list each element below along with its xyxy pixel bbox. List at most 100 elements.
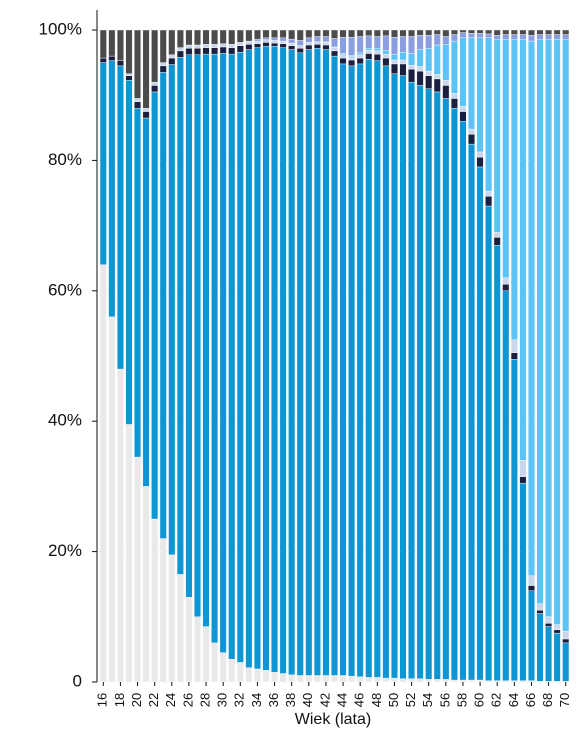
bar-segment [185,54,193,598]
bar-segment [433,29,441,35]
bar-segment [245,667,253,683]
bar-segment [442,36,450,45]
bar-segment [99,264,107,683]
bar-segment [322,44,330,50]
bar-segment [459,106,467,112]
x-tick-label: 34 [249,693,264,707]
bar-segment [339,675,347,683]
bar-segment [142,111,150,119]
bar-segment [134,108,141,458]
bar-segment [553,624,561,631]
bar-segment [288,45,296,50]
bar-segment [365,677,373,683]
bar-segment [536,603,544,611]
bar-segment [468,143,475,681]
bar-segment [356,63,364,677]
bar-segment [510,359,518,681]
bar-segment [553,632,561,682]
bar-segment [194,54,201,617]
bar-segment [116,60,124,67]
bar-segment [348,29,356,38]
bar-segment [253,43,261,48]
bar-segment [562,638,570,644]
bar-segment [416,49,424,67]
bar-segment [331,38,338,48]
bar-segment [442,80,450,86]
bar-segment [262,29,270,39]
bar-segment [468,128,475,135]
bar-segment [528,29,535,36]
bar-segment [390,63,398,74]
bar-segment [313,36,321,42]
bar-segment [142,486,150,683]
bar-segment [262,670,270,683]
bar-segment [493,244,501,681]
bar-segment [108,29,116,57]
bar-segment [211,44,219,48]
bar-segment [168,57,176,65]
y-tick-label: 20% [48,541,82,560]
bar-segment [151,29,159,83]
x-tick-label: 66 [523,693,538,707]
bar-segment [510,29,518,35]
bar-segment [390,53,398,61]
bar-segment [476,29,484,34]
x-tick-label: 46 [352,693,367,707]
bar-segment [296,675,304,683]
y-tick-label: 80% [48,150,82,169]
bar-segment [373,48,381,52]
bar-segment [331,29,338,39]
bar-segment [493,237,501,246]
bar-segment [253,38,261,42]
bar-segment [271,37,279,41]
bar-segment [116,29,124,61]
bar-segment [502,39,510,278]
bar-segment [536,613,544,682]
bar-segment [202,44,210,48]
bar-segment [279,43,287,48]
bar-segment [313,675,321,683]
bar-segment [339,36,347,54]
x-tick-label: 16 [95,693,110,707]
x-tick-label: 62 [489,693,504,707]
bar-segment [528,585,535,591]
x-tick-label: 22 [146,693,161,707]
bar-segment [99,62,107,265]
bar-segment [468,33,475,39]
bar-segment [168,29,176,55]
bar-segment [202,29,210,45]
bar-segment [219,43,227,48]
bar-segment [296,52,304,676]
bar-segment [219,652,227,683]
bar-segment [134,98,141,102]
bar-segment [99,57,107,63]
bar-segment [433,91,441,680]
bar-segment [296,45,304,49]
bar-segment [399,29,407,37]
bar-segment [322,36,330,42]
bar-segment [339,63,347,676]
bar-segment [151,518,159,683]
bar-segment [356,29,364,37]
bar-segment [211,53,219,644]
bar-segment [425,679,433,683]
bar-segment [510,39,518,340]
bar-segment [373,50,381,55]
bar-segment [279,47,287,674]
bar-segment [450,34,458,42]
bar-segment [425,48,433,72]
y-tick-label: 40% [48,411,82,430]
bar-segment [228,29,236,45]
bar-segment [159,65,167,73]
bar-segment [553,34,561,40]
bar-segment [450,679,458,683]
x-tick-label: 30 [215,693,230,707]
bar-segment [322,29,330,37]
bar-segment [485,190,493,197]
bar-segment [373,36,381,49]
bar-segment [305,29,313,39]
bar-segment [271,40,279,44]
x-tick-label: 38 [283,693,298,707]
bar-segment [382,57,390,67]
bar-segment [176,574,184,683]
